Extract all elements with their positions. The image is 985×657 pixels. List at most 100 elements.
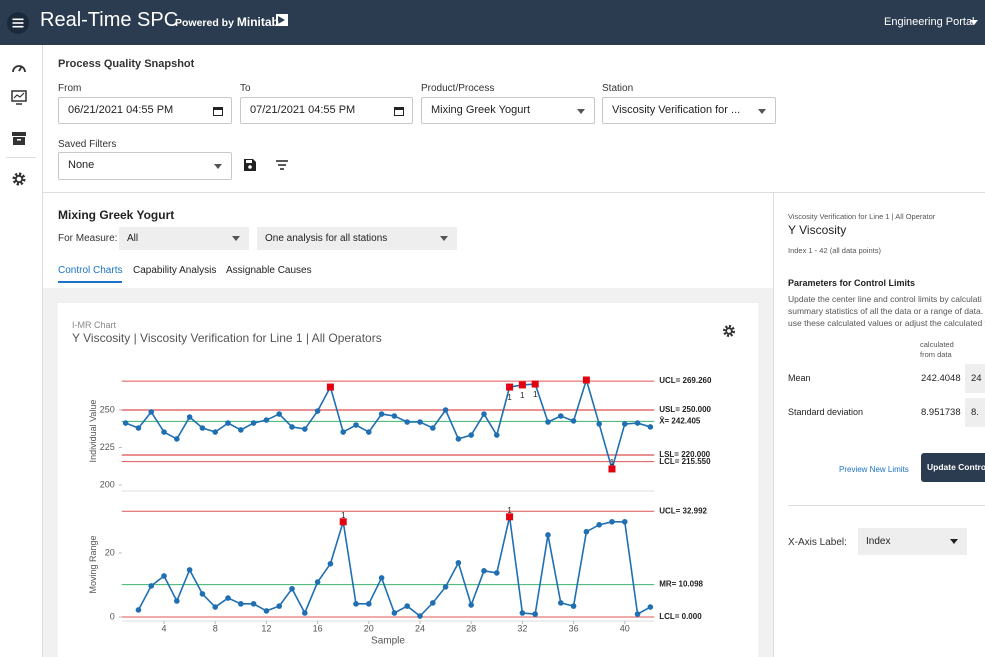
data-point [212,429,219,435]
data-point [493,570,500,576]
data-point [314,579,321,585]
data-point [238,427,244,433]
y-tick-label: 200 [100,479,115,489]
params-text: Update the center line and control limit… [788,293,985,329]
reference-label: LSL= 220.000 [659,450,710,459]
dashboard-icon[interactable] [11,60,27,76]
caret [440,236,448,241]
data-point [250,420,257,426]
measure-label: For Measure: [58,233,118,244]
column-header: calculated from data [920,340,954,359]
text-line: Update the center line and control limit… [788,294,982,304]
measure-select[interactable]: All [119,227,249,250]
chart-title: Y Viscosity | Viscosity Verification for… [72,331,382,345]
x-tick-label: 28 [466,623,476,633]
row-input[interactable]: 8. [965,398,985,427]
data-point [340,429,347,435]
x-tick-label: 20 [364,623,374,633]
caret [950,539,958,544]
saved-value: None [68,159,95,171]
to-input[interactable]: 07/21/2021 04:55 PM [240,97,413,124]
x-tick-label: 36 [569,623,579,633]
filter-button[interactable] [276,159,288,171]
data-point [596,522,602,528]
side-context: Viscosity Verification for Line 1 | All … [788,212,936,221]
data-point [609,518,615,525]
settings-icon[interactable] [11,171,27,187]
save-button[interactable] [244,159,256,171]
x-axis-value: Index [866,536,891,547]
data-point [225,420,231,426]
data-point [621,421,628,427]
portal-menu[interactable]: Engineering Portal [884,16,975,28]
side-divider [773,193,774,657]
data-point [366,601,372,607]
data-point [391,413,398,419]
from-input[interactable]: 06/21/2021 04:55 PM [58,97,232,124]
flagged-point [506,513,514,521]
reference-label: UCL= 269.260 [659,376,712,385]
reference-label: MR= 10.098 [659,580,703,589]
monitor-icon[interactable] [11,89,27,105]
caret [758,109,766,114]
data-point [634,420,641,426]
top-bar: Real-Time SPC Powered by Minitab Enginee… [0,0,985,45]
data-point [647,604,654,610]
station-label: Station [602,83,634,94]
saved-select[interactable]: None [58,152,232,180]
data-point [557,600,564,606]
data-point [148,583,155,589]
flagged-point [531,380,539,388]
archive-icon[interactable] [11,130,27,146]
station-select[interactable]: Viscosity Verification for ... [602,97,776,124]
data-point [135,425,142,431]
reference-label: UCL= 32.992 [659,506,707,515]
caret [232,236,240,241]
row-input[interactable]: 24 [965,364,985,393]
series-line [137,516,651,618]
text-line: use these calculated values or adjust th… [788,318,985,328]
flagged-point [518,381,526,389]
caret [577,109,585,114]
test-label: 1 [341,511,346,520]
from-label: From [58,83,82,94]
chart-settings[interactable] [722,324,736,338]
test-label: 1 [520,391,525,400]
calendar-icon [213,107,223,116]
measure-value: All [127,233,139,244]
flagged-point [326,383,334,391]
data-point [404,603,410,609]
data-point [583,528,590,535]
row-label: Standard deviation [788,407,864,417]
stations-select[interactable]: One analysis for all stations [257,227,457,250]
series-line [125,377,651,472]
data-point [263,608,270,614]
x-axis-select[interactable]: Index [858,528,967,555]
tab[interactable]: Assignable Causes [226,265,312,276]
x-axis-label: Sample [371,636,405,647]
data-point [468,432,474,438]
x-tick-label: 12 [261,623,271,633]
data-point [161,573,167,579]
from-value: 06/21/2021 04:55 PM [68,104,174,116]
preview-link[interactable]: Preview New Limits [839,465,909,474]
update-button[interactable]: Update Contro [921,453,985,482]
data-point [199,591,206,597]
flagged-point [582,376,590,384]
data-point [366,429,372,435]
data-point [327,560,334,567]
station-value: Viscosity Verification for ... [612,104,741,116]
powered-label: Powered by [175,17,234,29]
data-point [161,429,167,435]
tab[interactable]: Control Charts [58,265,123,283]
product-select[interactable]: Mixing Greek Yogurt [421,97,595,124]
data-point [570,418,577,424]
data-point [199,425,206,431]
menu-button[interactable] [7,12,29,34]
data-point [250,601,257,607]
data-point [186,567,193,573]
reference-label: LCL= 0.000 [659,612,702,621]
tab[interactable]: Capability Analysis [133,265,217,276]
data-point [493,432,500,438]
